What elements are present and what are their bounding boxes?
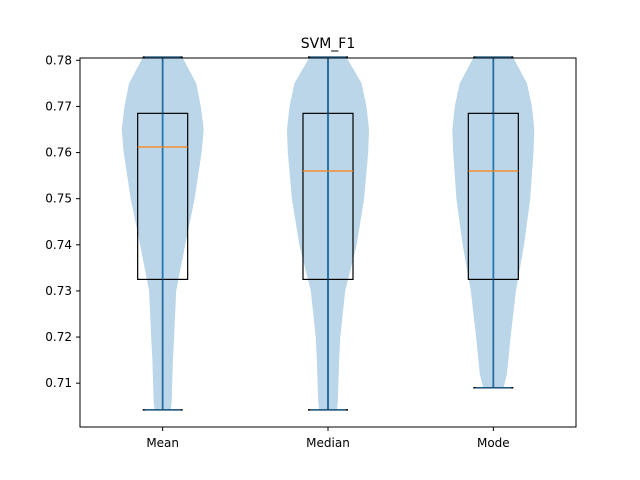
plot-area bbox=[121, 56, 535, 411]
chart-title: SVM_F1 bbox=[301, 36, 356, 52]
axes-frame bbox=[79, 57, 577, 428]
x-axis: Mean Median Mode bbox=[146, 427, 510, 450]
x-tick-label: Mode bbox=[477, 436, 510, 450]
x-tick-label: Median bbox=[306, 436, 350, 450]
y-axis: 0.71 0.72 0.73 0.74 0.75 0.76 0.77 0.78 bbox=[45, 53, 80, 390]
y-tick-label: 0.72 bbox=[45, 330, 72, 344]
y-tick-label: 0.73 bbox=[45, 284, 72, 298]
y-tick-label: 0.78 bbox=[45, 53, 72, 67]
x-tick-label: Mean bbox=[146, 436, 179, 450]
y-tick-label: 0.76 bbox=[45, 146, 72, 160]
y-tick-label: 0.77 bbox=[45, 99, 72, 113]
y-tick-label: 0.74 bbox=[45, 238, 72, 252]
y-tick-label: 0.71 bbox=[45, 376, 72, 390]
y-tick-label: 0.75 bbox=[45, 192, 72, 206]
